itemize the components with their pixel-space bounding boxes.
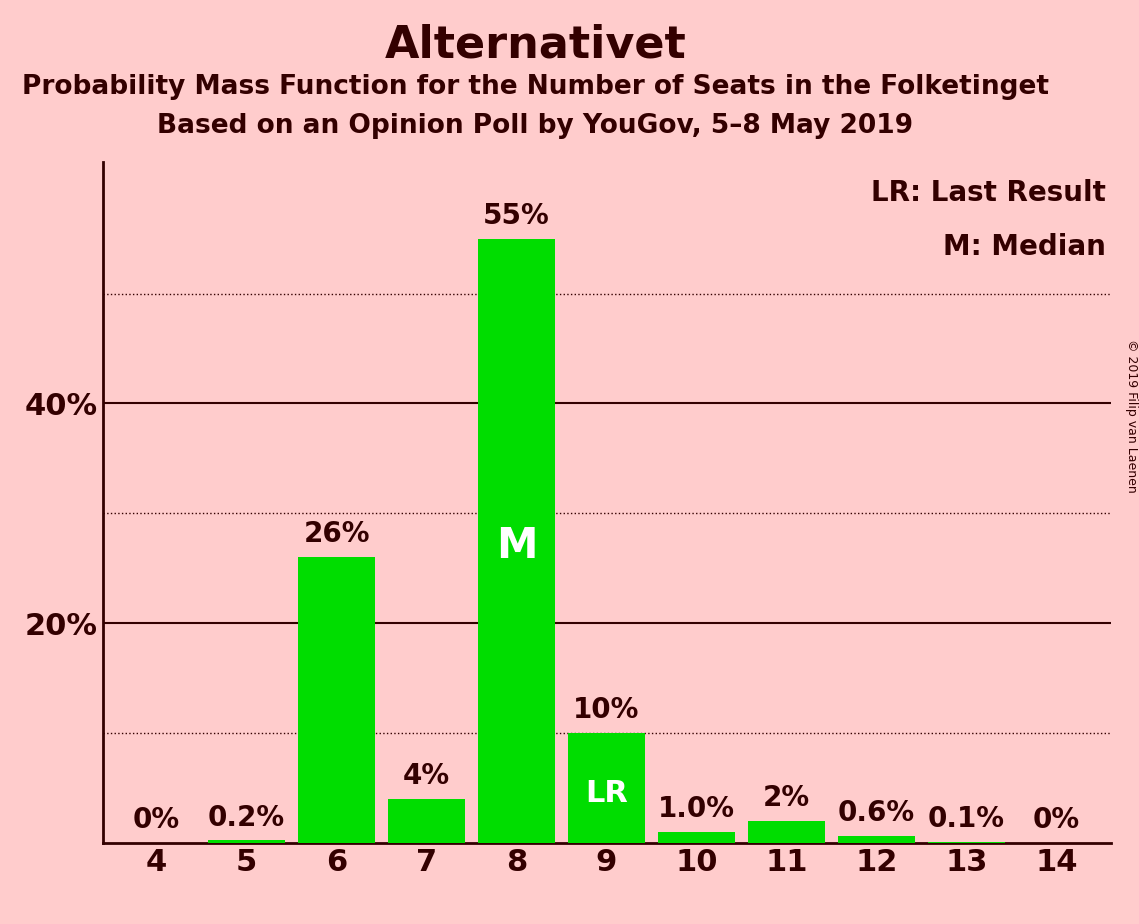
Text: LR: Last Result: LR: Last Result [870,178,1106,207]
Text: © 2019 Filip van Laenen: © 2019 Filip van Laenen [1124,339,1138,492]
Bar [208,841,285,843]
Bar [388,798,465,843]
Text: 26%: 26% [303,520,370,548]
Bar [838,836,915,843]
Text: Alternativet: Alternativet [385,23,686,67]
Text: 0.6%: 0.6% [838,799,915,827]
Text: 10%: 10% [573,696,640,724]
Text: 0.2%: 0.2% [208,804,285,832]
Bar [298,557,375,843]
Text: M: Median: M: Median [943,233,1106,261]
Bar [568,733,645,843]
Text: 4%: 4% [403,762,450,790]
Text: M: M [495,525,538,567]
Text: Based on an Opinion Poll by YouGov, 5–8 May 2019: Based on an Opinion Poll by YouGov, 5–8 … [157,113,913,139]
Text: 0%: 0% [1033,806,1080,833]
Text: 55%: 55% [483,201,550,230]
Text: 1.0%: 1.0% [658,795,735,823]
Text: 0.1%: 0.1% [928,805,1005,833]
Bar [478,238,555,843]
Bar [928,842,1005,843]
Text: 0%: 0% [133,806,180,833]
Text: Probability Mass Function for the Number of Seats in the Folketinget: Probability Mass Function for the Number… [22,74,1049,100]
Bar [658,832,735,843]
Text: LR: LR [585,779,628,808]
Text: 2%: 2% [763,784,810,812]
Bar [748,821,825,843]
